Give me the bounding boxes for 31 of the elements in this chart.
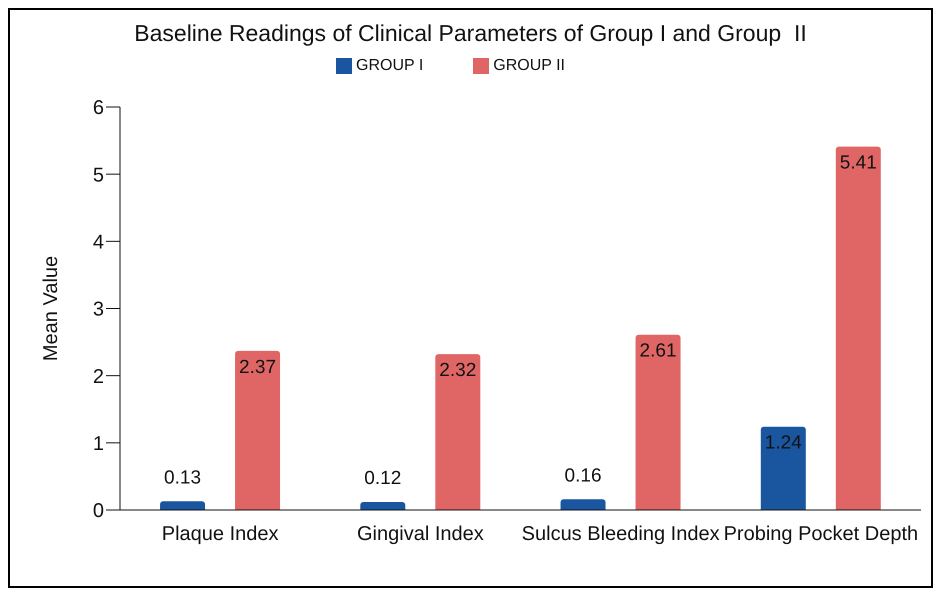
bar: [360, 502, 406, 510]
data-label: 0.13: [164, 467, 202, 488]
data-label: 5.41: [840, 152, 877, 174]
x-tick-label: Gingival Index: [357, 523, 484, 546]
bar: [560, 499, 606, 510]
x-tick-label: Probing Pocket Depth: [724, 523, 918, 546]
legend-label: GROUP I: [356, 57, 424, 74]
data-label: 1.24: [764, 432, 802, 454]
y-tick-label: 4: [92, 231, 104, 254]
data-label: 0.16: [564, 465, 602, 486]
y-axis-title: Mean Value: [40, 256, 62, 362]
data-label: 2.61: [640, 340, 677, 362]
chart-title: Baseline Readings of Clinical Parameters of Group I and Group II: [133, 20, 808, 47]
legend-label: GROUP II: [493, 57, 565, 74]
bar: [836, 146, 881, 510]
data-label: 2.37: [239, 356, 276, 378]
data-label: 2.32: [439, 360, 476, 382]
y-tick-label: 2: [92, 366, 104, 388]
y-tick-label: 0: [92, 500, 104, 522]
y-tick-label: 6: [92, 97, 104, 120]
bar: [235, 350, 280, 510]
y-tick-label: 3: [92, 298, 104, 321]
y-tick-label: 1: [92, 432, 104, 455]
bar: [760, 426, 806, 510]
bar: [160, 501, 206, 510]
x-tick-label: Plaque Index: [162, 523, 279, 546]
y-tick-label: 5: [92, 164, 104, 186]
bar: [435, 354, 480, 510]
x-tick-label: Sulcus Bleeding Index: [522, 523, 720, 546]
data-label: 0.12: [364, 468, 402, 489]
bar: [636, 334, 681, 510]
